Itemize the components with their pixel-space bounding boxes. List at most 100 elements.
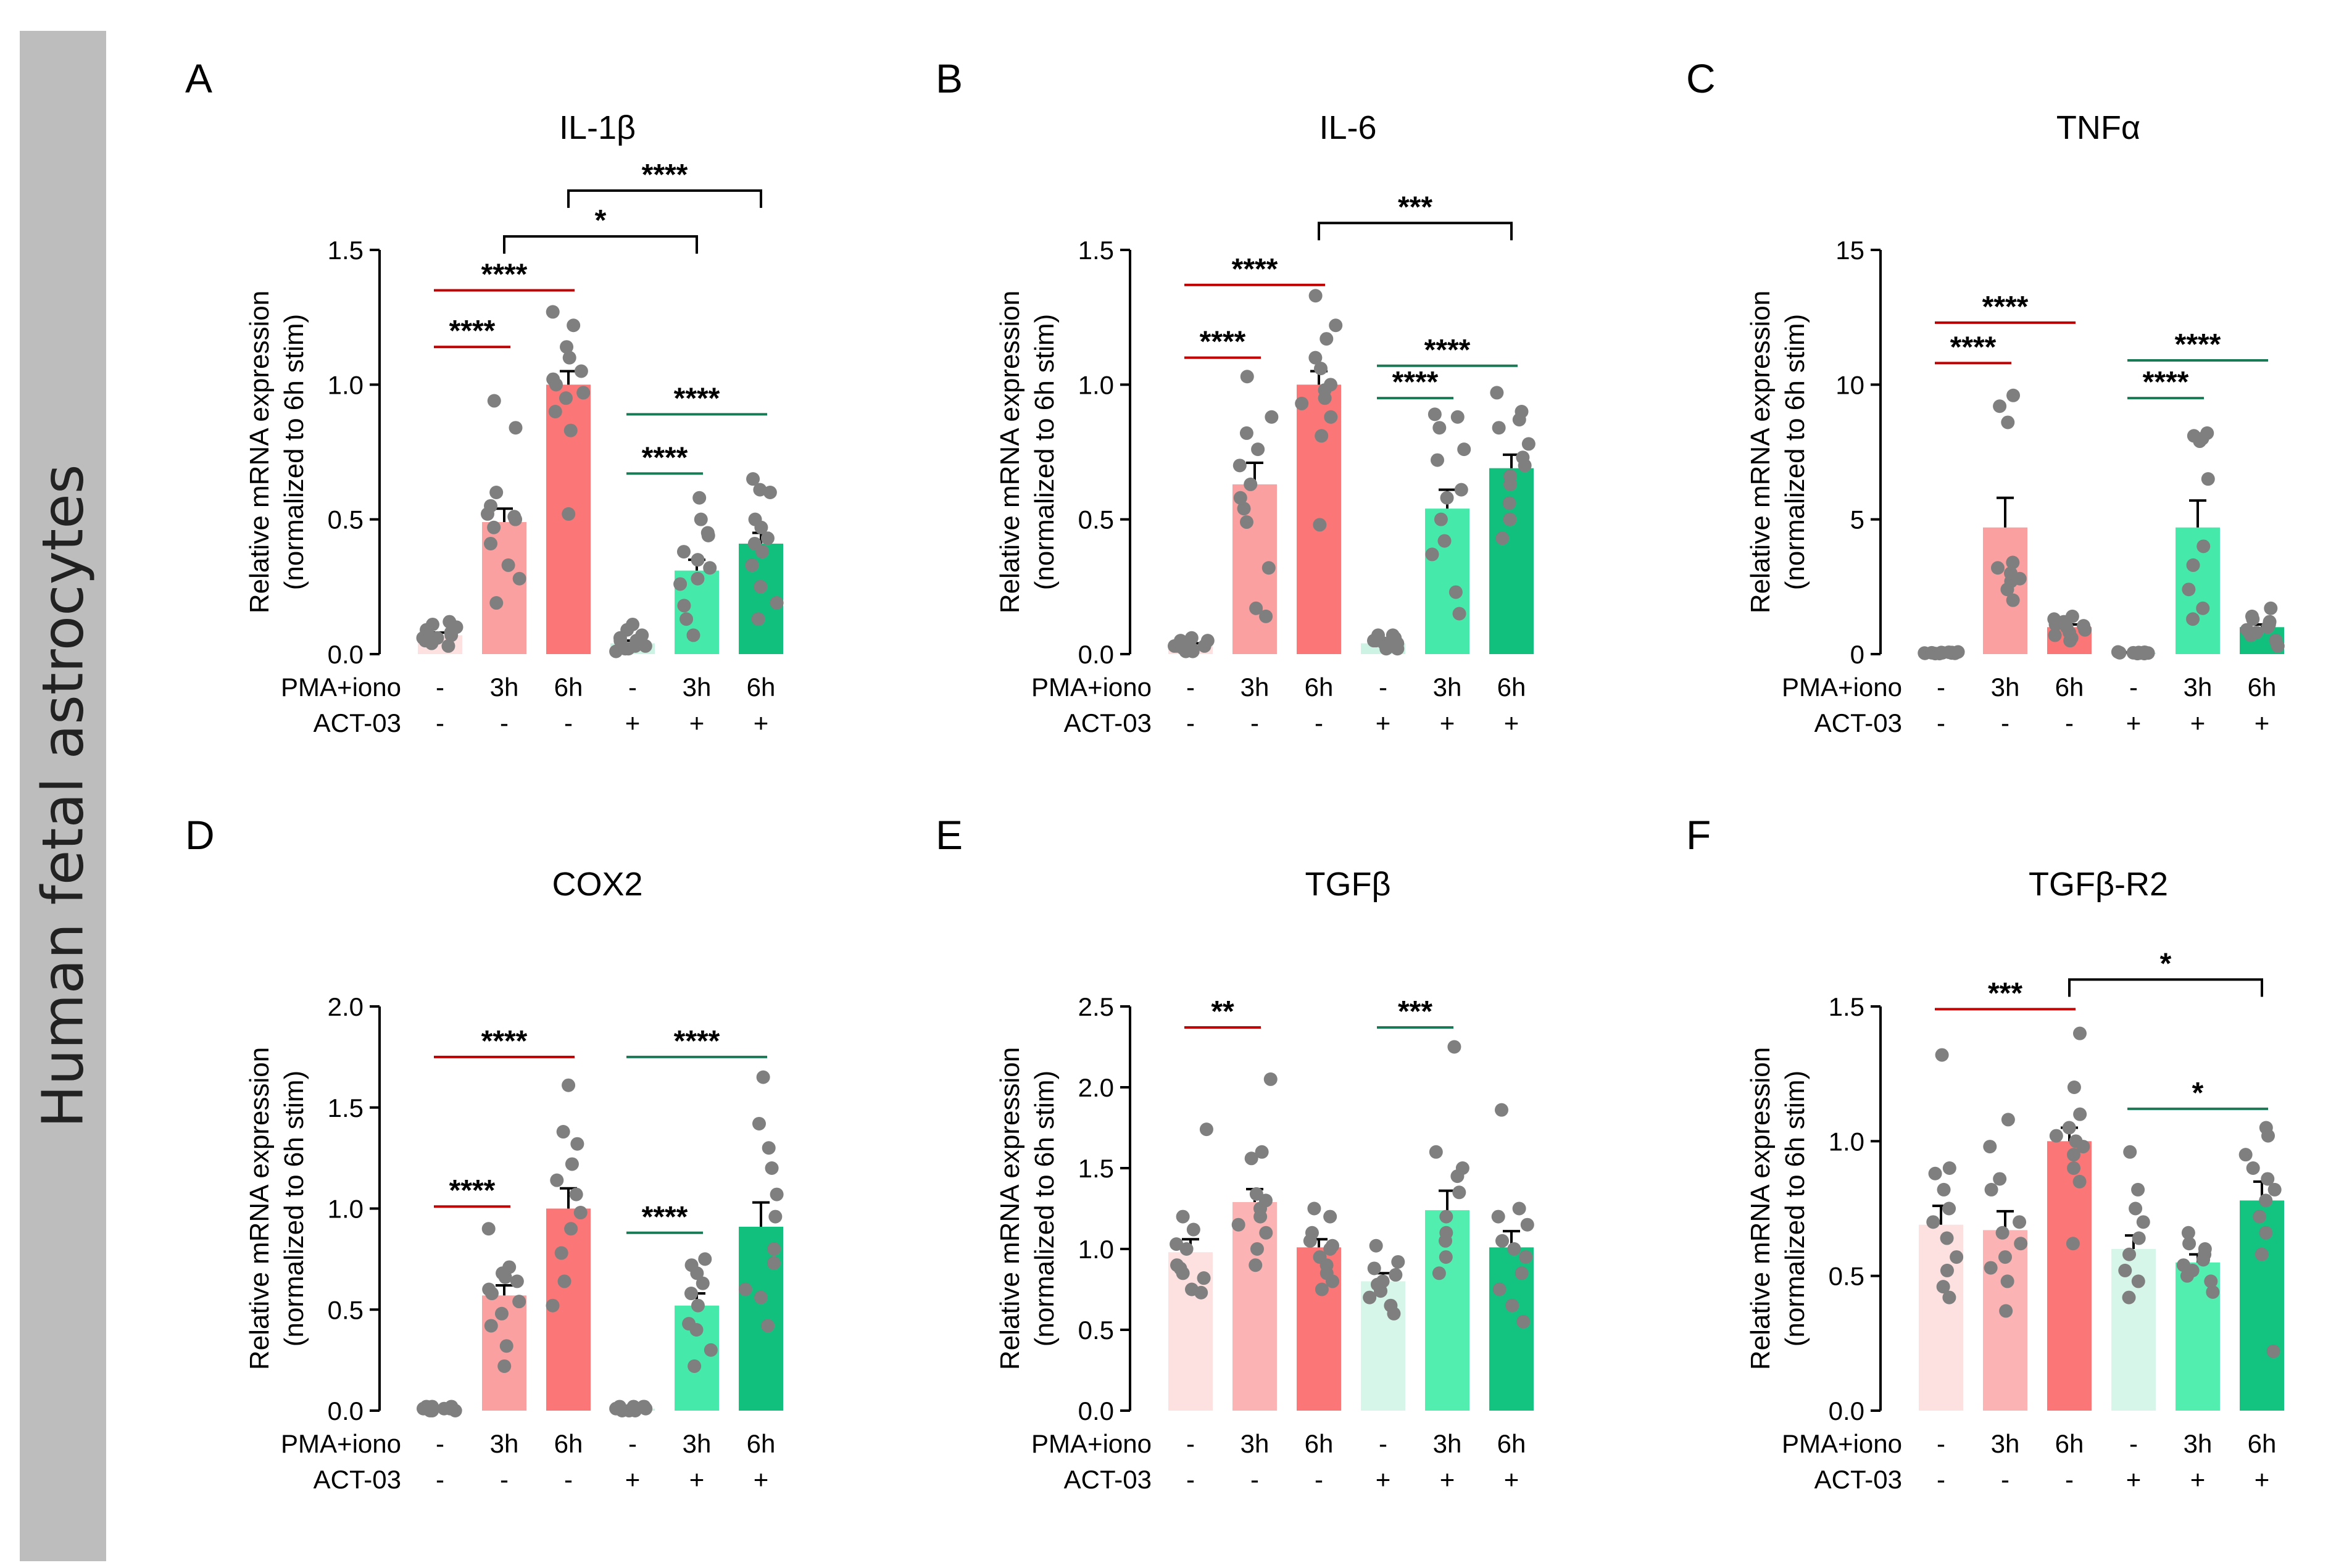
condition-value: - [436,1429,444,1458]
condition-value: + [689,1465,705,1494]
data-point [754,1290,768,1305]
significance-label: **** [1392,366,1439,399]
data-point [562,351,576,365]
data-point [747,536,762,550]
data-point [494,1306,509,1321]
data-point [760,531,775,545]
data-point [2047,612,2061,626]
data-point [1184,631,1199,645]
data-point [1447,1040,1461,1054]
data-point [1233,491,1247,505]
data-point [1185,1282,1199,1296]
data-point [2181,1226,2195,1240]
data-point [1307,1201,1321,1216]
condition-value: 6h [1305,673,1334,702]
condition-value: - [628,673,637,702]
data-point [1516,450,1530,465]
data-point [1940,1263,1954,1277]
condition-value: 6h [2248,673,2277,702]
y-tick-label: 1.0 [1829,1127,1864,1156]
data-point [1440,491,1454,505]
condition-value: + [2255,1465,2270,1494]
data-point [1244,477,1258,491]
bar [1425,508,1469,654]
data-point [1439,1209,1453,1224]
condition-value: - [1379,1429,1387,1458]
data-point [704,1343,718,1357]
data-point [1521,437,1536,451]
data-point [2196,601,2210,615]
panel-title: COX2 [552,866,642,903]
condition-value: 6h [747,1429,776,1458]
condition-row-label: ACT-03 [314,1465,401,1494]
data-point [2200,426,2214,440]
data-point [557,1274,571,1288]
data-point [1295,396,1309,410]
condition-value: + [2190,1465,2206,1494]
y-axis-label-line: (normalized to 6h stim) [279,1071,309,1346]
bar [1297,1247,1341,1411]
condition-row-label: PMA+iono [1782,1429,1902,1458]
data-point [501,558,515,572]
data-point [562,1078,576,1092]
y-tick-label: 1.0 [328,370,364,399]
data-point [497,1359,512,1373]
data-point [2261,1172,2275,1186]
data-point [1176,1209,1190,1224]
data-point [1237,502,1251,516]
data-point [2067,1081,2081,1094]
significance-label: **** [642,1201,688,1234]
data-point [507,510,522,524]
data-point [1505,1298,1519,1313]
data-point [694,512,708,526]
data-point [688,1359,702,1373]
condition-row-label: ACT-03 [1814,708,1902,737]
data-point [1491,1209,1505,1224]
data-point [768,1209,783,1224]
data-point [1384,1298,1398,1313]
data-point [563,423,578,438]
data-point [2013,1215,2027,1229]
y-tick-label: 1.5 [1078,236,1114,265]
data-point [2246,1161,2260,1175]
y-tick-label: 0.0 [1078,1396,1114,1425]
condition-value: + [2126,1465,2142,1494]
data-point [700,526,715,540]
significance-label: **** [2143,366,2189,399]
y-axis-label: Relative mRNA expression (normalized to 6… [995,291,1060,613]
condition-value: - [564,708,573,737]
data-point [2136,1215,2150,1229]
data-point [2072,1174,2087,1188]
data-point [1928,1166,1942,1180]
data-point [548,405,562,418]
y-axis-label: Relative mRNA expression (normalized to 6… [995,1047,1060,1370]
data-point [1940,1231,1954,1245]
data-point [1937,1182,1951,1197]
significance-label: **** [1950,331,1997,363]
data-point [2182,583,2196,597]
condition-value: 3h [490,673,519,702]
condition-value: - [1186,673,1195,702]
data-point [2006,555,2020,570]
data-point [2238,1148,2253,1162]
condition-value: 3h [683,673,712,702]
data-point [1376,1274,1390,1288]
bar [2111,1249,2156,1411]
data-point [2049,1129,2063,1143]
condition-value: - [1186,1465,1195,1494]
data-point [761,1319,775,1333]
data-point [2187,429,2201,443]
data-point [2266,1344,2280,1358]
significance-label: ** [1211,995,1234,1028]
data-point [1437,534,1452,548]
condition-value: 6h [2248,1429,2277,1458]
data-point [1199,1122,1213,1137]
data-point [1249,1187,1263,1201]
data-point [767,1242,781,1256]
y-tick-label: 0.5 [1078,1316,1114,1345]
y-tick-label: 1.5 [1078,1154,1114,1183]
condition-value: + [1376,708,1391,737]
data-point [550,1173,564,1187]
data-point [509,421,523,435]
data-point [1507,1242,1521,1256]
